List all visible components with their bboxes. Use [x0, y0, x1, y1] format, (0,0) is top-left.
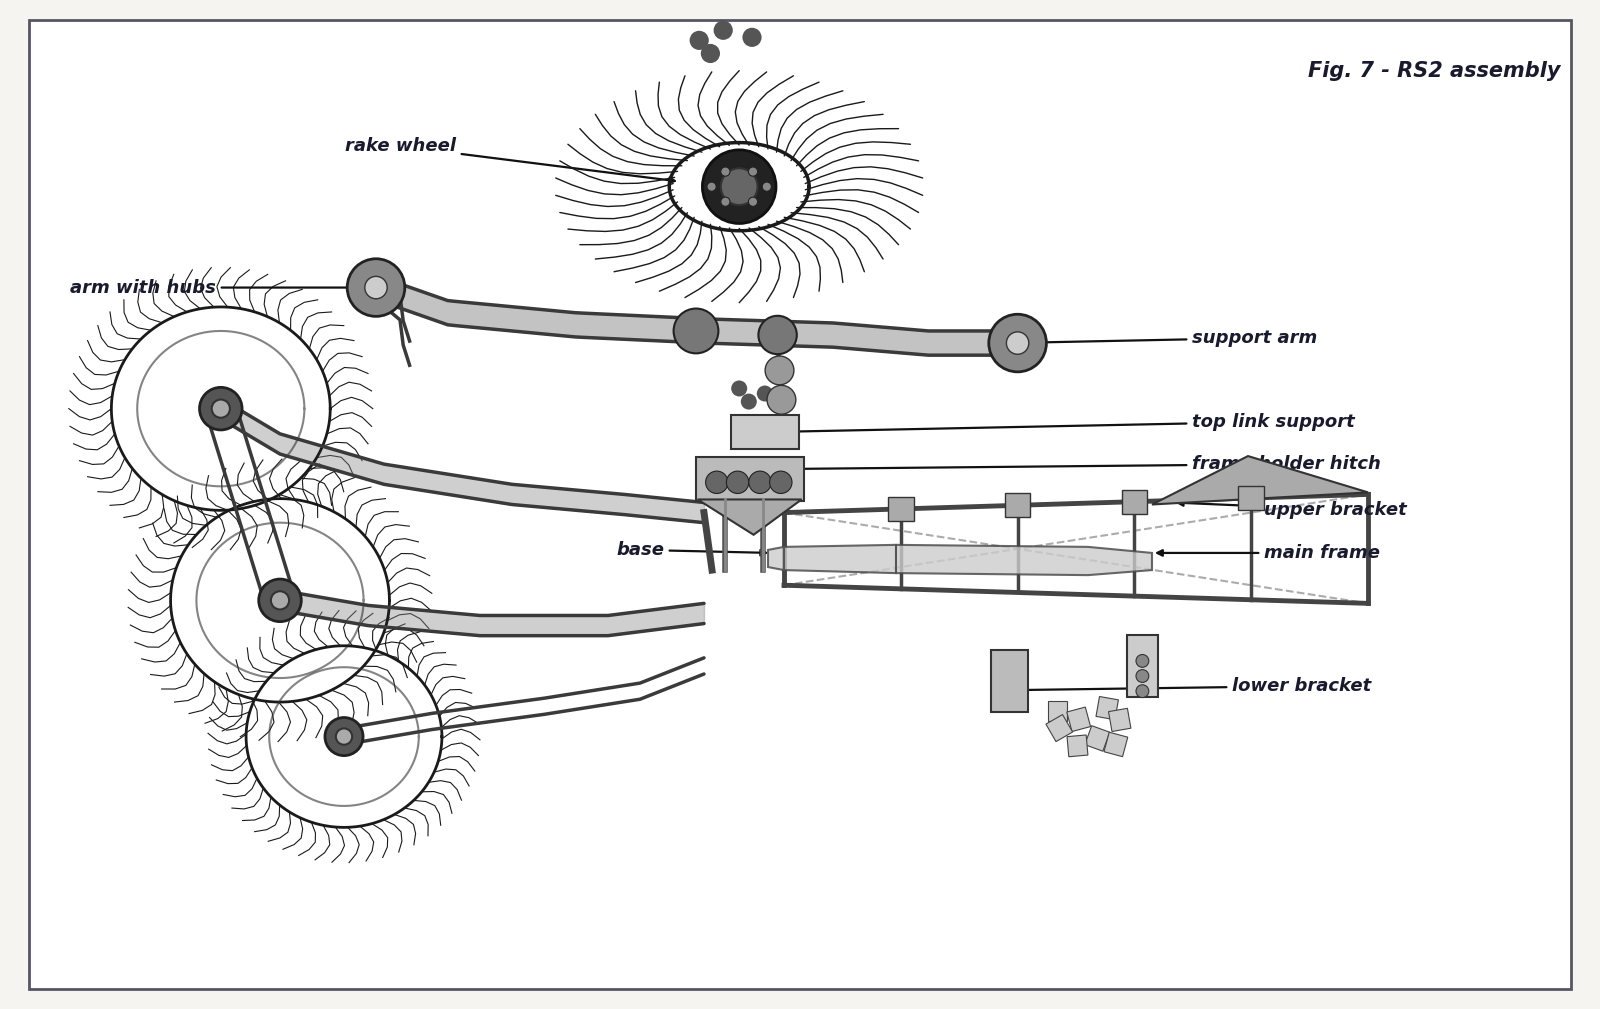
Text: Fig. 7 - RS2 assembly: Fig. 7 - RS2 assembly [1307, 61, 1560, 81]
Text: base: base [616, 541, 766, 559]
Circle shape [707, 182, 717, 192]
Bar [1085, 725, 1110, 752]
Text: rake wheel: rake wheel [346, 137, 675, 183]
Bar [1005, 493, 1030, 518]
Circle shape [1136, 655, 1149, 667]
Bar [1122, 489, 1147, 514]
Circle shape [690, 30, 709, 50]
Circle shape [1006, 332, 1029, 354]
Circle shape [270, 591, 290, 609]
Bar [1067, 707, 1091, 732]
Circle shape [742, 27, 762, 47]
Polygon shape [768, 545, 1152, 575]
Circle shape [714, 20, 733, 40]
Circle shape [336, 728, 352, 745]
Circle shape [720, 197, 730, 206]
Circle shape [749, 197, 758, 206]
Circle shape [325, 717, 363, 756]
FancyBboxPatch shape [990, 650, 1029, 712]
Circle shape [1136, 670, 1149, 682]
Circle shape [749, 167, 758, 177]
Circle shape [722, 169, 758, 205]
Bar [888, 496, 914, 521]
Circle shape [749, 471, 771, 493]
Text: frame holder hitch: frame holder hitch [770, 455, 1381, 473]
Circle shape [720, 167, 730, 177]
Circle shape [702, 150, 776, 223]
Text: upper bracket: upper bracket [1178, 500, 1406, 519]
Text: main frame: main frame [1157, 544, 1379, 562]
Bar [1104, 733, 1128, 757]
Circle shape [259, 579, 301, 622]
Text: top link support: top link support [784, 413, 1355, 435]
Circle shape [674, 309, 718, 353]
Bar [1046, 714, 1072, 742]
Bar [1109, 708, 1131, 732]
Text: arm with hubs: arm with hubs [70, 278, 371, 297]
Polygon shape [698, 499, 802, 535]
FancyBboxPatch shape [696, 457, 803, 501]
Circle shape [706, 471, 728, 493]
Bar [1067, 735, 1088, 757]
Circle shape [741, 394, 757, 410]
Circle shape [762, 182, 771, 192]
Circle shape [766, 385, 795, 414]
FancyBboxPatch shape [1126, 635, 1158, 697]
Circle shape [1136, 685, 1149, 697]
Circle shape [765, 356, 794, 384]
FancyBboxPatch shape [731, 415, 798, 449]
Circle shape [770, 471, 792, 493]
Circle shape [989, 314, 1046, 372]
Bar [1096, 696, 1118, 719]
Text: support arm: support arm [1013, 329, 1317, 347]
Polygon shape [1152, 456, 1368, 504]
Circle shape [726, 471, 749, 493]
FancyBboxPatch shape [29, 20, 1571, 989]
Circle shape [757, 385, 773, 402]
Bar [1238, 486, 1264, 511]
Circle shape [365, 276, 387, 299]
Circle shape [731, 380, 747, 397]
Circle shape [701, 43, 720, 64]
Circle shape [211, 400, 230, 418]
Circle shape [200, 387, 242, 430]
Circle shape [347, 258, 405, 317]
Bar [1048, 701, 1067, 721]
Circle shape [758, 316, 797, 354]
Text: lower bracket: lower bracket [1016, 677, 1371, 695]
